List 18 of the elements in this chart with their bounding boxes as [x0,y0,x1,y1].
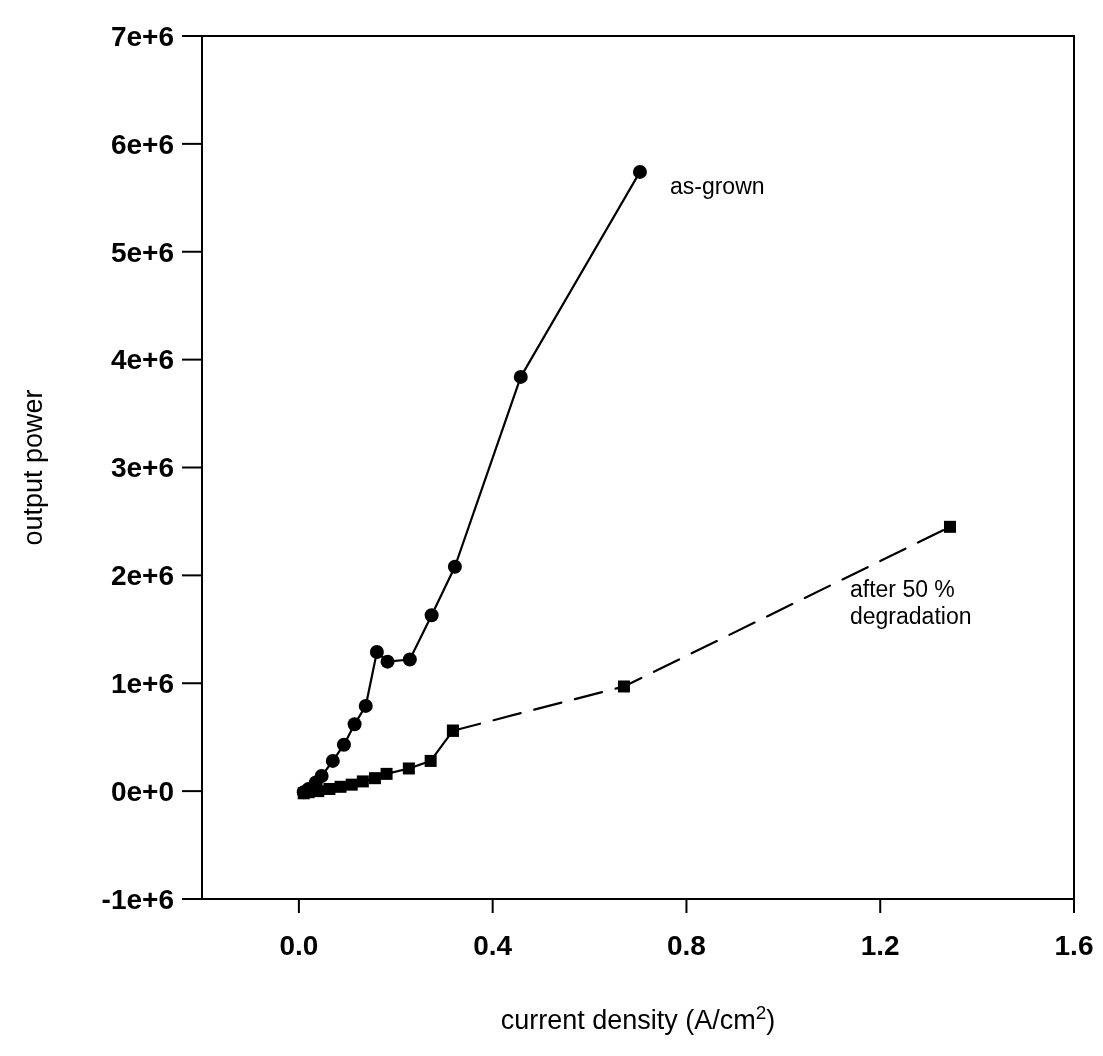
y-tick-label: 1e+6 [110,668,174,700]
x-tick-label: 0.0 [279,930,319,961]
x-tick-label: 1.6 [1054,930,1094,961]
y-tick-label: 5e+6 [110,236,174,268]
x-tick-label: 1.2 [860,930,900,961]
y-tick-label: 6e+6 [110,128,174,160]
x-axis-title: current density (A/cm$^{2}$) [500,1001,776,1035]
y-tick-label: 7e+6 [110,20,174,52]
series-label: after 50 % degradation [849,575,972,629]
x-tick-label: 0.8 [666,930,706,961]
y-axis-title: output power [18,389,48,546]
y-tick-label: -1e+6 [101,883,174,915]
y-tick-label: 3e+6 [110,452,174,484]
series-label: as-grown [669,172,765,199]
y-tick-label: 0e+0 [110,775,174,807]
y-tick-label: 4e+6 [110,344,174,376]
y-tick-label: 2e+6 [110,560,174,592]
x-tick-label: 0.4 [473,930,513,961]
